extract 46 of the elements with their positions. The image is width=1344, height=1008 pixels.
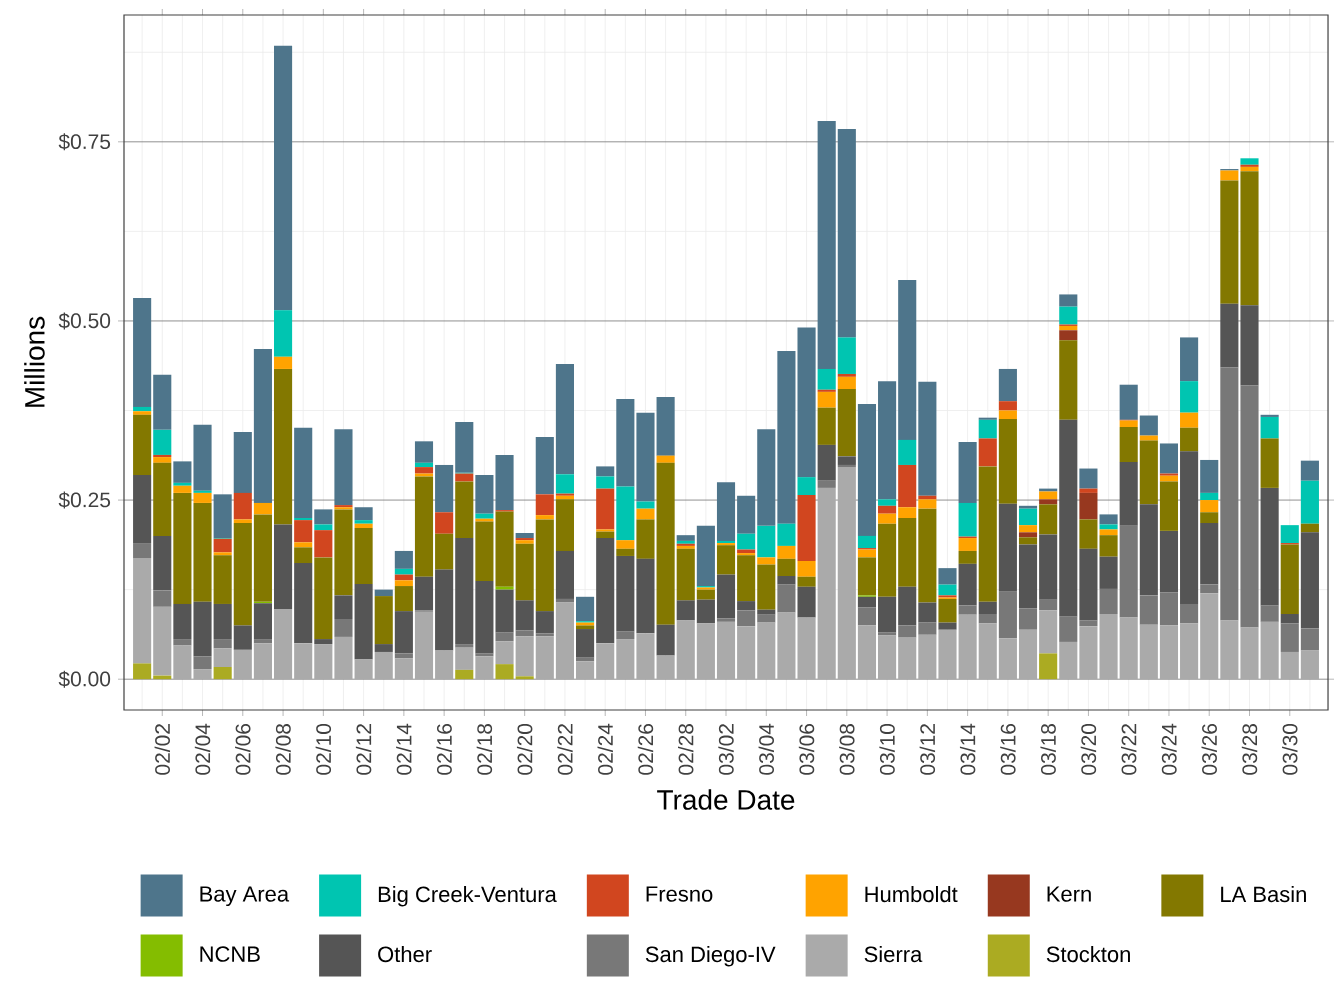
legend-label: Other	[378, 945, 432, 963]
x-tick-label: 03/12	[919, 724, 936, 775]
x-tick-label: 03/24	[1161, 723, 1177, 775]
x-tick-label: 03/02	[718, 724, 734, 775]
x-tick-label: 02/28	[678, 723, 694, 775]
legend-label: Fresno	[646, 886, 713, 902]
legend-label: Bay Area	[200, 886, 290, 907]
legend-label: Sierra	[864, 945, 923, 963]
x-tick-label: 02/10	[315, 723, 332, 775]
x-tick-label: 02/18	[476, 723, 493, 775]
x-axis-title: Trade Date	[657, 789, 795, 810]
x-tick-label: 02/02	[154, 724, 170, 775]
x-tick-label: 02/22	[557, 724, 573, 775]
x-tick-label: 03/10	[879, 723, 895, 775]
x-tick-label: 02/04	[194, 723, 211, 775]
x-tick-label: 02/06	[235, 723, 251, 775]
x-tick-label: 02/24	[597, 723, 613, 775]
x-tick-label: 03/04	[758, 723, 774, 775]
y-tick-label: $0.25	[58, 491, 111, 509]
x-tick-label: 02/08	[275, 723, 291, 775]
x-tick-label: 03/26	[1201, 723, 1217, 775]
legend-label: Big Creek-Ventura	[378, 885, 557, 907]
x-tick-label: 03/14	[959, 723, 976, 775]
y-tick-label: $0.75	[58, 133, 111, 151]
y-tick-label: $0.50	[58, 312, 111, 330]
x-tick-label: 02/20	[516, 723, 533, 775]
y-tick-label: $0.00	[58, 670, 111, 688]
legend-label: LA Basin	[1221, 885, 1306, 903]
legend-label: Humboldt	[865, 885, 958, 903]
x-tick-label: 02/26	[637, 723, 654, 775]
legend-label: San Diego-IV	[645, 945, 776, 967]
legend-label: Kern	[1047, 886, 1091, 902]
x-tick-label: 02/14	[396, 723, 412, 775]
x-tick-label: 03/30	[1282, 723, 1298, 775]
legend-label: NCNB	[200, 946, 260, 962]
x-tick-label: 03/06	[798, 723, 815, 775]
x-tick-label: 03/16	[1000, 723, 1016, 775]
x-tick-label: 03/08	[839, 723, 855, 775]
x-tick-label: 02/16	[436, 723, 452, 775]
legend-label: Stockton	[1046, 945, 1130, 963]
x-tick-label: 03/22	[1120, 724, 1137, 775]
y-axis-title: Millions	[24, 316, 45, 407]
x-tick-label: 02/12	[355, 724, 372, 775]
x-tick-label: 03/20	[1080, 723, 1097, 775]
x-tick-label: 03/28	[1241, 723, 1258, 775]
x-tick-label: 03/18	[1040, 723, 1056, 775]
